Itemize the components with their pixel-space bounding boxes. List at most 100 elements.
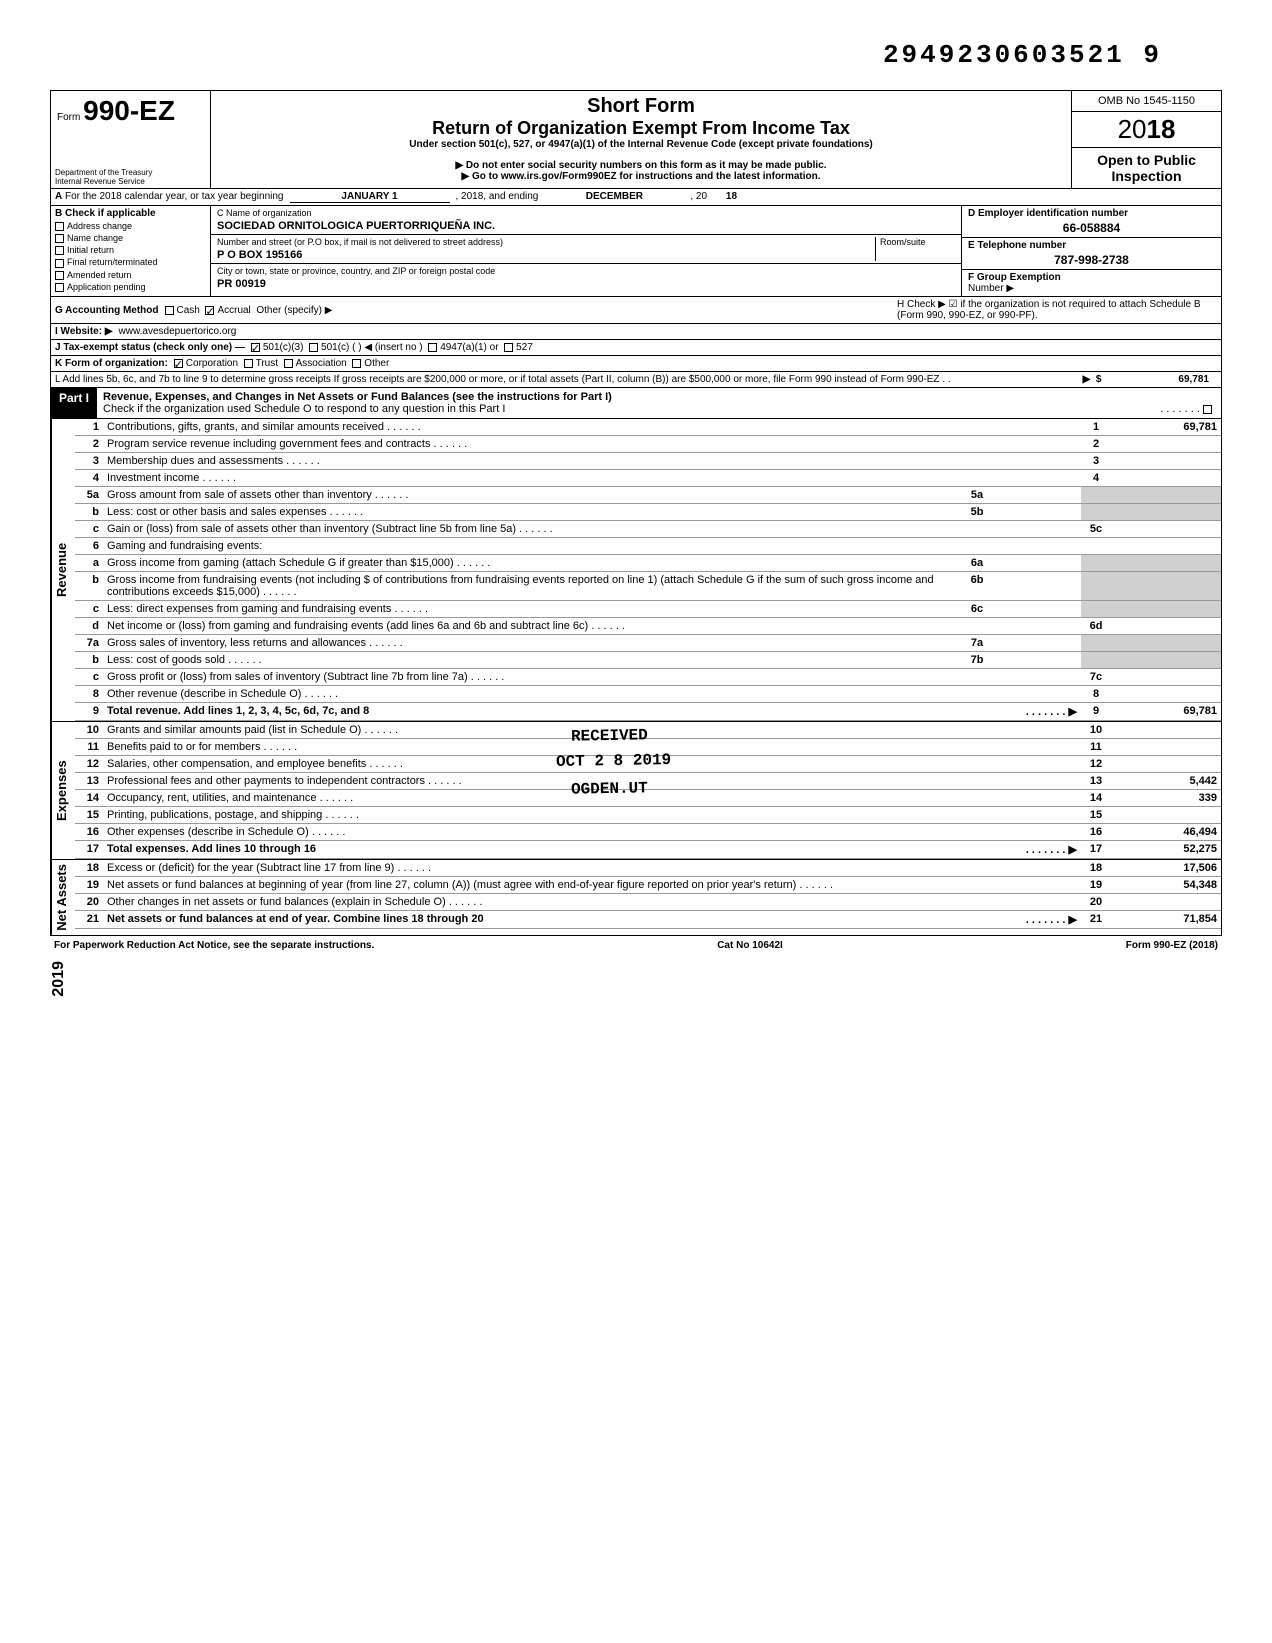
chk-label: Application pending (67, 282, 146, 292)
line-number: b (75, 572, 103, 601)
checkbox-icon[interactable] (55, 271, 64, 280)
box-label-gray (1081, 504, 1111, 521)
box-label-gray (1081, 555, 1111, 572)
row-a-end-yr: 18 (707, 191, 737, 203)
box-label: 4 (1081, 470, 1111, 487)
checkbox-icon[interactable] (55, 283, 64, 292)
page-footer: For Paperwork Reduction Act Notice, see … (50, 936, 1222, 951)
amount-gray (1111, 601, 1221, 618)
amount-gray (1111, 652, 1221, 669)
chk-label: Initial return (67, 245, 114, 255)
checkbox-other-org[interactable] (352, 359, 361, 368)
box-label: 15 (1081, 807, 1111, 824)
checkbox-icon[interactable] (55, 222, 64, 231)
amount-gray (1111, 572, 1221, 601)
line-number: b (75, 652, 103, 669)
inner-amount (991, 601, 1081, 618)
checkbox-icon[interactable] (55, 234, 64, 243)
line-description: Net assets or fund balances at beginning… (103, 877, 1081, 894)
l-amount: 69,781 (1107, 374, 1217, 385)
row-a-end-month: DECEMBER (544, 191, 684, 203)
line-row: 4Investment income . . . . . .4 (75, 470, 1221, 487)
row-a-text: For the 2018 calendar year, or tax year … (65, 191, 283, 203)
h-text: H Check ▶ ☑ if the organization is not r… (897, 299, 1217, 321)
row-a-end-text: , 20 (690, 191, 707, 203)
f-label: F Group Exemption (968, 272, 1215, 283)
checkbox-accrual[interactable] (205, 306, 214, 315)
j-label: J Tax-exempt status (check only one) — (55, 342, 245, 353)
d-label: D Employer identification number (968, 208, 1215, 219)
chk-pending: Application pending (55, 282, 206, 292)
year-stamp-side: 2019 (50, 961, 68, 997)
l-text: L Add lines 5b, 6c, and 7b to line 9 to … (55, 374, 1077, 385)
line-number: 11 (75, 739, 103, 756)
line-number: 18 (75, 860, 103, 877)
note-ssn: ▶ Do not enter social security numbers o… (221, 160, 1061, 171)
line-amount: 46,494 (1111, 824, 1221, 841)
part1-check-text: Check if the organization used Schedule … (103, 403, 505, 415)
ein-row: D Employer identification number 66-0588… (962, 206, 1221, 238)
line-row: 6Gaming and fundraising events: (75, 538, 1221, 555)
footer-left: For Paperwork Reduction Act Notice, see … (54, 940, 374, 951)
checkbox-501c[interactable] (309, 343, 318, 352)
box-label: 18 (1081, 860, 1111, 877)
open-to-public: Open to Public Inspection (1072, 148, 1221, 188)
box-label: 21 (1081, 911, 1111, 929)
col-right-ids: D Employer identification number 66-0588… (961, 206, 1221, 296)
checkbox-schedule-o[interactable] (1203, 405, 1212, 414)
line-description: Gain or (loss) from sale of assets other… (103, 521, 1081, 538)
line-row: 16Other expenses (describe in Schedule O… (75, 824, 1221, 841)
e-label: E Telephone number (968, 240, 1215, 251)
line-number: c (75, 601, 103, 618)
row-a-label: A (55, 191, 62, 203)
f-label2: Number ▶ (968, 283, 1215, 294)
row-g-h: G Accounting Method Cash Accrual Other (… (51, 297, 1221, 324)
date-stamp: OCT 2 8 2019 (556, 751, 672, 771)
line-number: b (75, 504, 103, 521)
checkbox-cash[interactable] (165, 306, 174, 315)
checkbox-icon[interactable] (55, 246, 64, 255)
line-description: Contributions, gifts, grants, and simila… (103, 419, 1081, 436)
k-label: K Form of organization: (55, 358, 168, 369)
inner-box-label: 7b (963, 652, 991, 669)
inner-amount (991, 504, 1081, 521)
line-row: dNet income or (loss) from gaming and fu… (75, 618, 1221, 635)
document-number: 2949230603521 9 (50, 40, 1222, 70)
checkbox-trust[interactable] (244, 359, 253, 368)
line-amount (1111, 453, 1221, 470)
group-exemption-row: F Group Exemption Number ▶ (962, 270, 1221, 296)
line-amount: 69,781 (1111, 419, 1221, 436)
form-prefix: Form (57, 112, 80, 123)
box-label: 14 (1081, 790, 1111, 807)
line-description: Investment income . . . . . . (103, 470, 1081, 487)
inner-amount (991, 652, 1081, 669)
line-row: 8Other revenue (describe in Schedule O) … (75, 686, 1221, 703)
revenue-lines: 1Contributions, gifts, grants, and simil… (75, 419, 1221, 721)
checkbox-assoc[interactable] (284, 359, 293, 368)
box-label: 13 (1081, 773, 1111, 790)
line-amount (1111, 436, 1221, 453)
checkbox-501c3[interactable] (251, 343, 260, 352)
line-amount (1111, 470, 1221, 487)
line-number: a (75, 555, 103, 572)
part1-label: Part I (51, 388, 97, 418)
line-row: 2Program service revenue including gover… (75, 436, 1221, 453)
amount-gray (1111, 635, 1221, 652)
line-description: Less: direct expenses from gaming and fu… (103, 601, 963, 618)
department: Department of the Treasury Internal Reve… (55, 168, 152, 186)
opt-other-org: Other (364, 358, 389, 369)
checkbox-527[interactable] (504, 343, 513, 352)
line-number: 1 (75, 419, 103, 436)
checkbox-icon[interactable] (55, 259, 64, 268)
line-description: Membership dues and assessments . . . . … (103, 453, 1081, 470)
header-center: Short Form Return of Organization Exempt… (211, 91, 1071, 188)
line-amount (1111, 521, 1221, 538)
checkbox-corp[interactable] (174, 359, 183, 368)
box-label-gray (1081, 487, 1111, 504)
checkbox-4947[interactable] (428, 343, 437, 352)
box-label-gray (1081, 572, 1111, 601)
line-amount: 17,506 (1111, 860, 1221, 877)
part1-header-row: Part I Revenue, Expenses, and Changes in… (51, 388, 1221, 419)
opt-accrual: Accrual (217, 305, 250, 316)
box-label: 9 (1081, 703, 1111, 721)
